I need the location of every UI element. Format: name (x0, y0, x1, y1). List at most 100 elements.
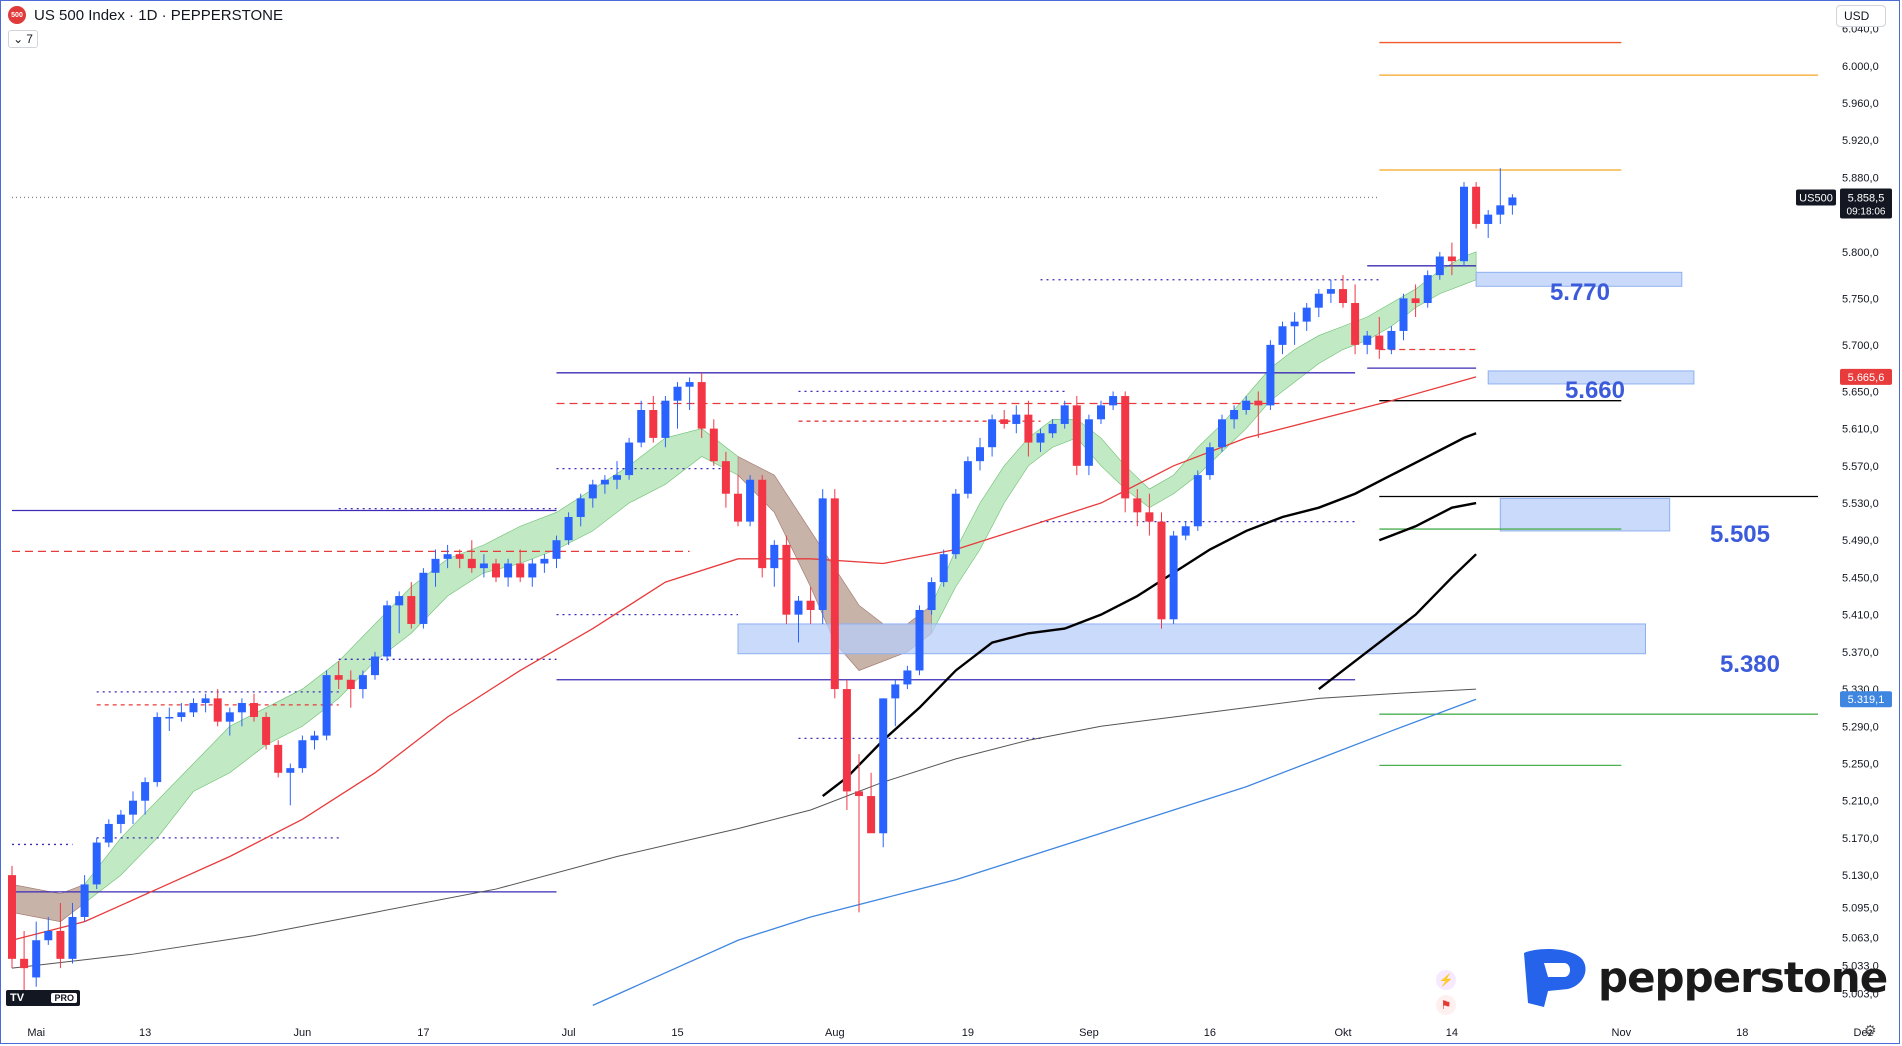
candle-body[interactable] (334, 675, 343, 680)
candle-body[interactable] (395, 596, 404, 606)
candle-body[interactable] (600, 479, 609, 485)
candle-body[interactable] (528, 563, 537, 578)
candle-body[interactable] (419, 572, 428, 624)
candle-body[interactable] (1109, 396, 1118, 406)
candle-body[interactable] (1157, 521, 1166, 620)
candle-body[interactable] (697, 382, 706, 429)
candle-body[interactable] (104, 823, 113, 843)
candle-body[interactable] (1363, 335, 1372, 345)
candle-body[interactable] (552, 540, 561, 559)
candle-body[interactable] (1036, 433, 1045, 443)
candle-body[interactable] (92, 842, 101, 885)
candle-body[interactable] (685, 382, 694, 387)
candle-body[interactable] (758, 479, 767, 569)
candle-body[interactable] (129, 800, 137, 815)
candle-body[interactable] (20, 958, 29, 969)
candle-body[interactable] (516, 563, 525, 578)
candle-body[interactable] (165, 716, 174, 719)
candle-body[interactable] (1314, 293, 1323, 308)
candle-body[interactable] (407, 596, 416, 624)
candle-body[interactable] (1169, 535, 1178, 620)
candle-body[interactable] (1230, 410, 1239, 420)
candle-body[interactable] (564, 516, 573, 541)
candle-body[interactable] (1060, 405, 1069, 424)
candle-body[interactable] (479, 563, 488, 569)
candle-body[interactable] (721, 461, 730, 494)
candle-body[interactable] (782, 544, 791, 615)
candle-body[interactable] (794, 600, 803, 615)
candle-body[interactable] (842, 689, 851, 792)
candle-body[interactable] (371, 656, 379, 676)
chart-title[interactable]: US 500 Index · 1D · PEPPERSTONE (34, 6, 283, 24)
candle-body[interactable] (1508, 197, 1517, 206)
candle-body[interactable] (455, 554, 464, 559)
candle-body[interactable] (1145, 512, 1154, 522)
candle-body[interactable] (1266, 344, 1275, 406)
candle-body[interactable] (443, 554, 452, 559)
candle-body[interactable] (1084, 419, 1093, 466)
candle-body[interactable] (504, 563, 513, 578)
candle-body[interactable] (262, 716, 271, 745)
candle-body[interactable] (770, 544, 779, 569)
candle-body[interactable] (1097, 405, 1105, 420)
candle-body[interactable] (1447, 256, 1456, 262)
candle-body[interactable] (1339, 289, 1347, 304)
us-flag-icon[interactable]: ⚑ (1436, 995, 1456, 1015)
candle-body[interactable] (951, 493, 960, 555)
candle-body[interactable] (44, 930, 53, 941)
candle-body[interactable] (189, 703, 198, 713)
candle-body[interactable] (1181, 526, 1190, 536)
candle-body[interactable] (310, 735, 319, 741)
candle-body[interactable] (1484, 214, 1493, 224)
candle-body[interactable] (1193, 475, 1202, 527)
candle-body[interactable] (286, 768, 295, 773)
candle-body[interactable] (1254, 400, 1263, 406)
gear-icon[interactable]: ⚙ (1864, 1022, 1877, 1038)
candle-body[interactable] (346, 679, 355, 690)
candle-body[interactable] (637, 410, 646, 443)
candle-body[interactable] (274, 744, 283, 773)
candle-body[interactable] (879, 698, 888, 834)
candle-body[interactable] (855, 791, 863, 797)
candle-body[interactable] (1375, 335, 1384, 350)
candle-body[interactable] (649, 410, 658, 438)
candle-body[interactable] (1399, 298, 1408, 331)
candle-body[interactable] (1133, 498, 1142, 513)
candle-body[interactable] (915, 610, 924, 671)
candle-body[interactable] (939, 554, 948, 583)
candle-body[interactable] (540, 558, 549, 564)
candle-body[interactable] (1072, 405, 1081, 466)
candle-body[interactable] (1460, 186, 1468, 262)
candle-body[interactable] (1387, 330, 1396, 350)
candle-body[interactable] (1411, 298, 1420, 304)
tradingview-logo[interactable]: TV PRO (6, 990, 80, 1006)
candle-body[interactable] (1326, 289, 1335, 294)
candle-body[interactable] (1496, 205, 1505, 215)
candle-body[interactable] (32, 940, 41, 978)
candle-body[interactable] (250, 703, 258, 717)
candle-body[interactable] (1012, 414, 1021, 424)
candle-body[interactable] (1205, 447, 1214, 476)
candle-body[interactable] (891, 684, 900, 699)
candle-body[interactable] (1435, 256, 1444, 276)
candle-body[interactable] (673, 386, 682, 401)
candle-body[interactable] (963, 461, 972, 494)
candle-body[interactable] (976, 447, 984, 462)
candle-body[interactable] (141, 782, 150, 801)
candle-body[interactable] (358, 675, 367, 690)
candle-body[interactable] (625, 442, 634, 476)
candle-body[interactable] (1048, 423, 1057, 434)
candle-body[interactable] (1290, 321, 1299, 327)
candle-body[interactable] (1218, 419, 1226, 448)
candle-body[interactable] (56, 930, 65, 959)
candle-body[interactable] (68, 916, 77, 959)
candle-body[interactable] (806, 600, 815, 610)
currency-selector[interactable]: USD (1836, 5, 1886, 27)
candle-body[interactable] (1351, 303, 1360, 345)
candle-body[interactable] (1423, 275, 1432, 304)
candle-body[interactable] (1024, 414, 1033, 443)
candle-body[interactable] (1000, 419, 1009, 424)
candle-body[interactable] (492, 563, 500, 578)
candle-body[interactable] (903, 670, 912, 685)
candle-body[interactable] (153, 716, 162, 783)
